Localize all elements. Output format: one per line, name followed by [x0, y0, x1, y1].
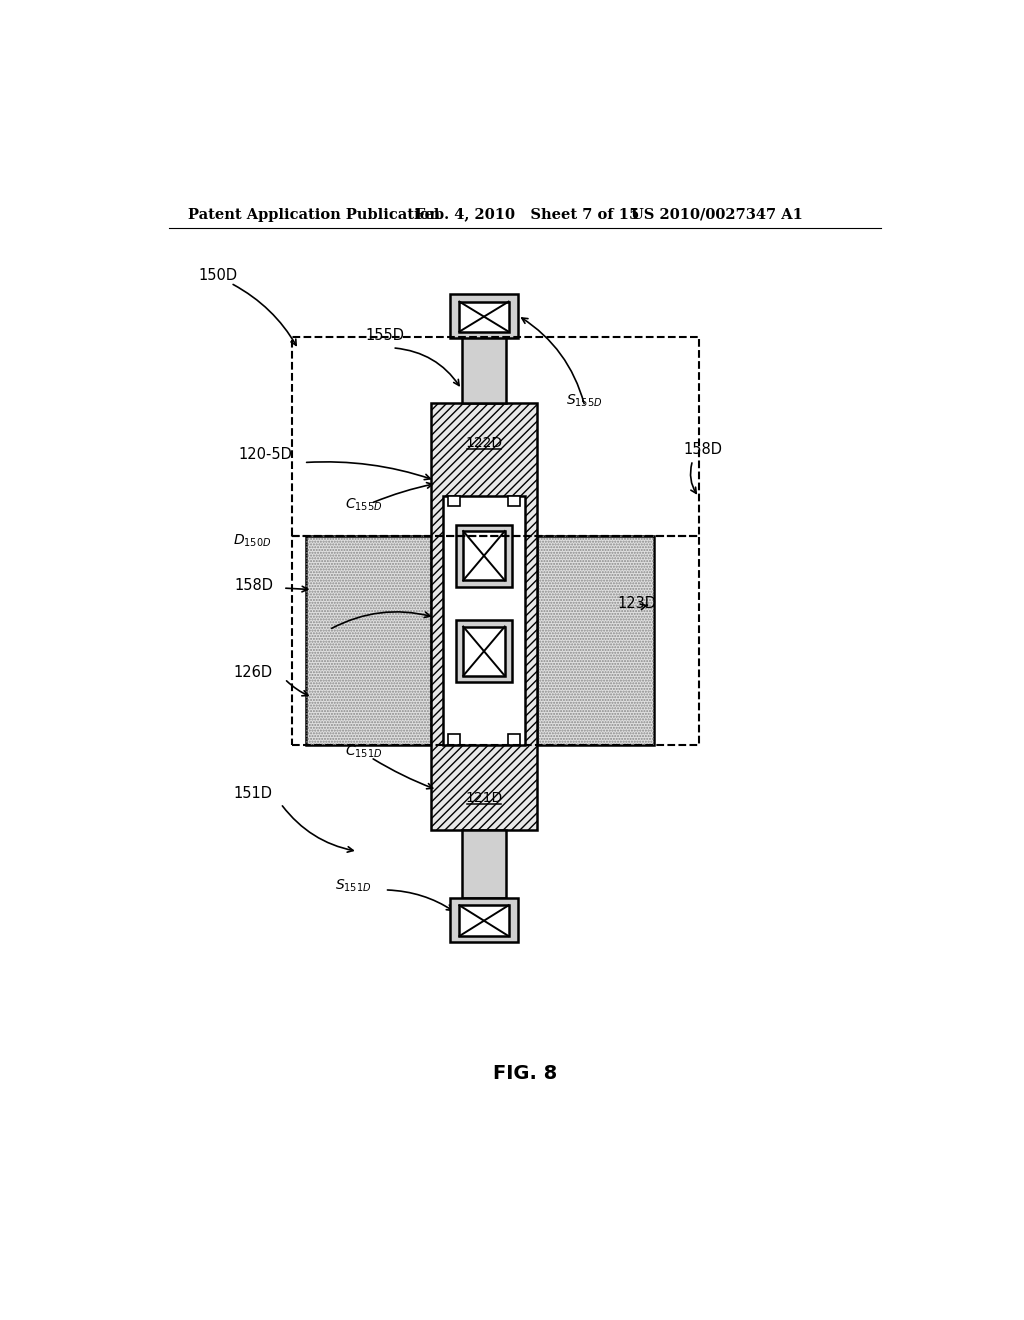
Text: 158D: 158D [234, 578, 273, 593]
Text: 155D: 155D [366, 327, 404, 343]
Text: $C_{151D}$: $C_{151D}$ [345, 743, 382, 759]
Text: Patent Application Publication: Patent Application Publication [188, 207, 440, 222]
Text: 123D: 123D [617, 595, 656, 611]
Text: US 2010/0027347 A1: US 2010/0027347 A1 [631, 207, 803, 222]
Bar [457, 620, 512, 682]
Text: 120-5D: 120-5D [239, 447, 292, 462]
Text: Feb. 4, 2010   Sheet 7 of 15: Feb. 4, 2010 Sheet 7 of 15 [416, 207, 640, 222]
Bar [538, 536, 654, 744]
Bar [447, 496, 460, 507]
Text: $S_{151D}$: $S_{151D}$ [335, 878, 371, 894]
Text: FIG. 8: FIG. 8 [493, 1064, 557, 1082]
Bar [460, 906, 509, 936]
Bar [451, 898, 518, 942]
Bar [451, 294, 518, 338]
Bar [463, 627, 505, 676]
Bar [463, 531, 505, 581]
Bar [463, 337, 506, 404]
Bar [538, 536, 654, 744]
Bar [431, 404, 538, 830]
Text: 158D: 158D [683, 442, 722, 457]
Bar [443, 496, 524, 744]
Bar [431, 404, 538, 830]
Bar [447, 734, 460, 744]
Bar [508, 496, 520, 507]
Bar [508, 734, 520, 744]
Bar [292, 337, 698, 536]
Text: $D_{150D}$: $D_{150D}$ [233, 533, 271, 549]
Text: $S_{155D}$: $S_{155D}$ [565, 393, 602, 409]
Bar [463, 830, 506, 898]
Text: 121D: 121D [465, 791, 503, 804]
Bar [306, 536, 431, 744]
Bar [457, 525, 512, 586]
Text: 150D: 150D [199, 268, 238, 282]
Text: 122D: 122D [466, 437, 503, 450]
Bar [460, 302, 509, 331]
Bar [292, 536, 698, 744]
Text: 126D: 126D [233, 665, 272, 680]
Bar [306, 536, 431, 744]
Text: 151D: 151D [233, 787, 272, 801]
Text: $C_{155D}$: $C_{155D}$ [345, 496, 382, 513]
